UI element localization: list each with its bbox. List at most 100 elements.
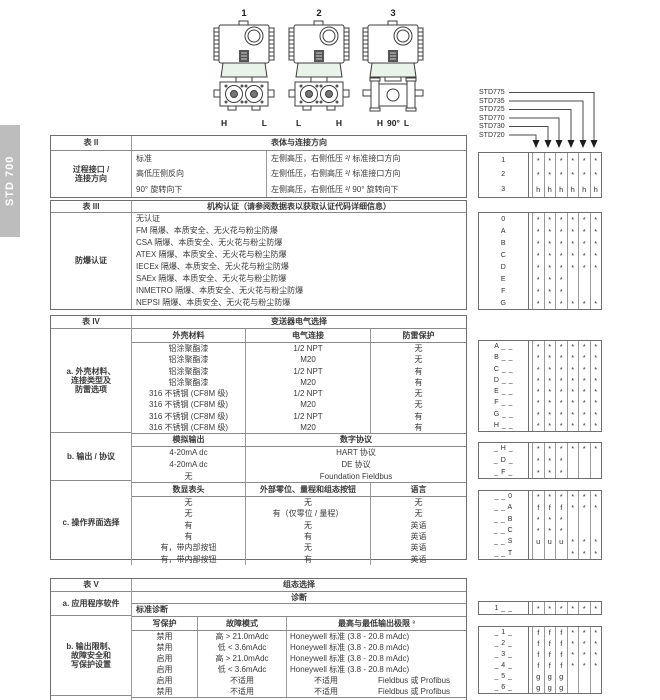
code-row: _ _ S u u u * * * xyxy=(479,536,601,548)
availability-mark: f xyxy=(543,660,556,671)
side-tab-model-series: STD 700 xyxy=(0,125,20,237)
code-table-4b: _ H _ * * * * * * _ D _ * * * _ F _ * xyxy=(478,442,602,479)
external-buttons-cell: 无 xyxy=(245,542,370,554)
availability-mark: * xyxy=(578,408,590,420)
availability-mark: * xyxy=(543,374,556,386)
orientation-cell: 高低压侧反向 xyxy=(136,169,184,179)
availability-mark: * xyxy=(566,261,579,273)
availability-mark xyxy=(578,682,590,693)
standard-diagnostics-cell: 标准诊断 xyxy=(132,604,466,617)
approval-option-cell: SAEx 隔爆、本质安全、无火花与粉尘防爆 xyxy=(136,274,287,284)
availability-mark: f xyxy=(555,660,567,671)
electrical-connection-header: 电气连接 xyxy=(245,329,370,342)
availability-mark: * xyxy=(578,627,590,638)
write-protect-cell: 启用 xyxy=(156,653,173,663)
code-label: E xyxy=(479,273,529,285)
code-label: C _ _ xyxy=(479,363,529,375)
display-cell: 有 xyxy=(184,532,193,542)
failure-mode-header: 故障模式 xyxy=(197,617,286,630)
code-row: _ 3 _ f f f * * * xyxy=(479,649,601,660)
code-row: 1 * * * * * * xyxy=(479,153,601,168)
availability-mark: * xyxy=(543,297,556,309)
table-2-title: 表 II xyxy=(51,136,132,150)
code-row: _ F _ * * * xyxy=(479,466,601,478)
code-row: G * * * * * * xyxy=(479,297,601,309)
analog-output-cell: 无 xyxy=(184,471,193,481)
housing-material-cell: 铝涂聚酯漆 xyxy=(168,344,209,354)
availability-mark xyxy=(555,547,567,559)
housing-material-cell: 316 不锈钢 (CF8M 级) xyxy=(148,422,229,432)
availability-mark: * xyxy=(532,419,544,431)
language-cell: 英语 xyxy=(370,519,466,532)
availability-mark: h xyxy=(578,182,590,197)
code-table-3: 0 * * * * * * A * * * * * * B * * xyxy=(478,212,602,310)
figure-3: 3 H 90° L xyxy=(360,7,426,128)
availability-mark: * xyxy=(578,341,590,353)
availability-mark xyxy=(578,454,590,467)
availability-mark: * xyxy=(532,374,544,386)
write-protect-cell: 禁用 xyxy=(156,631,173,641)
code-row: _ _ A f f f * * * xyxy=(479,502,601,514)
availability-mark: f xyxy=(543,649,556,660)
availability-mark: * xyxy=(555,167,567,183)
availability-mark xyxy=(589,454,602,467)
availability-mark: * xyxy=(543,352,556,364)
direction-cell: 左侧高压，右侧低压 ²/ 90° 旋转向下 xyxy=(266,181,466,197)
external-buttons-header: 外部零位、量程和组态按钮 xyxy=(245,483,370,497)
availability-mark: * xyxy=(578,638,590,649)
availability-mark xyxy=(589,524,602,537)
availability-mark: * xyxy=(589,547,602,559)
language-cell: 无 xyxy=(370,497,466,509)
table-4: 表 IV a. 外壳材料、 连接类型及 防雷选项 b. 输出 / 协议 c. 操… xyxy=(50,315,467,566)
availability-mark: f xyxy=(543,502,556,514)
transmitter-3-icon xyxy=(362,20,424,112)
availability-mark: * xyxy=(555,273,567,285)
code-label: _ 3 _ xyxy=(479,649,529,660)
approval-option-cell: FM 隔爆、本质安全、无火花与粉尘防爆 xyxy=(136,226,278,236)
table-row: 316 不锈钢 (CF8M 级) M20 无 xyxy=(132,399,466,411)
availability-mark: * xyxy=(555,408,567,420)
electrical-connection-cell: M20 xyxy=(245,399,370,411)
availability-mark: * xyxy=(589,602,602,614)
table-4b-label: b. 输出 / 协议 xyxy=(51,433,131,481)
availability-mark: * xyxy=(543,341,556,353)
availability-mark: * xyxy=(532,524,544,537)
analog-output-cell: 4-20mA dc xyxy=(169,459,208,469)
direction-cell: 左侧低压，右侧高压 ²/ 标准接口方向 xyxy=(266,166,466,182)
output-limit-text: Honeywell 标准 (3.8 - 20.8 mAdc) xyxy=(290,654,410,663)
table-4c-rows: 无 无 无 无 有（仅零位 / 量程） 无 有 无 xyxy=(132,497,466,566)
code-row: _ 2 _ f f f * * * xyxy=(479,638,601,649)
availability-mark: * xyxy=(578,536,590,548)
display-cell: 无 xyxy=(184,498,193,508)
output-limit-text: 不适用 xyxy=(314,676,338,685)
digital-protocol-header: 数字协议 xyxy=(245,434,466,446)
availability-mark: * xyxy=(543,225,556,237)
availability-mark: * xyxy=(543,513,556,525)
availability-mark: * xyxy=(543,466,556,478)
availability-mark: * xyxy=(532,153,544,168)
code-row: _ 6 _ g g g xyxy=(479,682,601,693)
availability-mark xyxy=(589,273,602,285)
table-3-title: 表 III xyxy=(51,201,132,212)
availability-mark: * xyxy=(566,374,579,386)
housing-material-cell: 316 不锈钢 (CF8M 级) xyxy=(148,411,229,421)
availability-mark xyxy=(578,513,590,525)
availability-mark: * xyxy=(566,536,579,548)
availability-mark: * xyxy=(532,386,544,398)
availability-mark: * xyxy=(555,297,567,309)
availability-mark: * xyxy=(589,237,602,249)
model-label: STD775 xyxy=(479,89,505,96)
table-row: 禁用 低 < 3.6mAdc Honeywell 标准 (3.8 - 20.8 … xyxy=(132,642,466,653)
write-protect-cell: 启用 xyxy=(156,664,173,674)
availability-mark: * xyxy=(566,502,579,514)
availability-mark: g xyxy=(532,682,544,693)
code-row: C * * * * * * xyxy=(479,249,601,261)
availability-mark: * xyxy=(532,261,544,273)
availability-mark: * xyxy=(566,213,579,225)
lightning-protection-cell: 有 xyxy=(370,365,466,377)
code-row: _ _ T * * * xyxy=(479,547,602,559)
output-limit-text: Honeywell 标准 (3.8 - 20.8 mAdc) xyxy=(290,643,410,652)
table-row: 有，带内部按钮 有 英语 xyxy=(132,553,466,566)
port-label-low: L xyxy=(403,118,410,128)
availability-mark: * xyxy=(578,237,590,249)
